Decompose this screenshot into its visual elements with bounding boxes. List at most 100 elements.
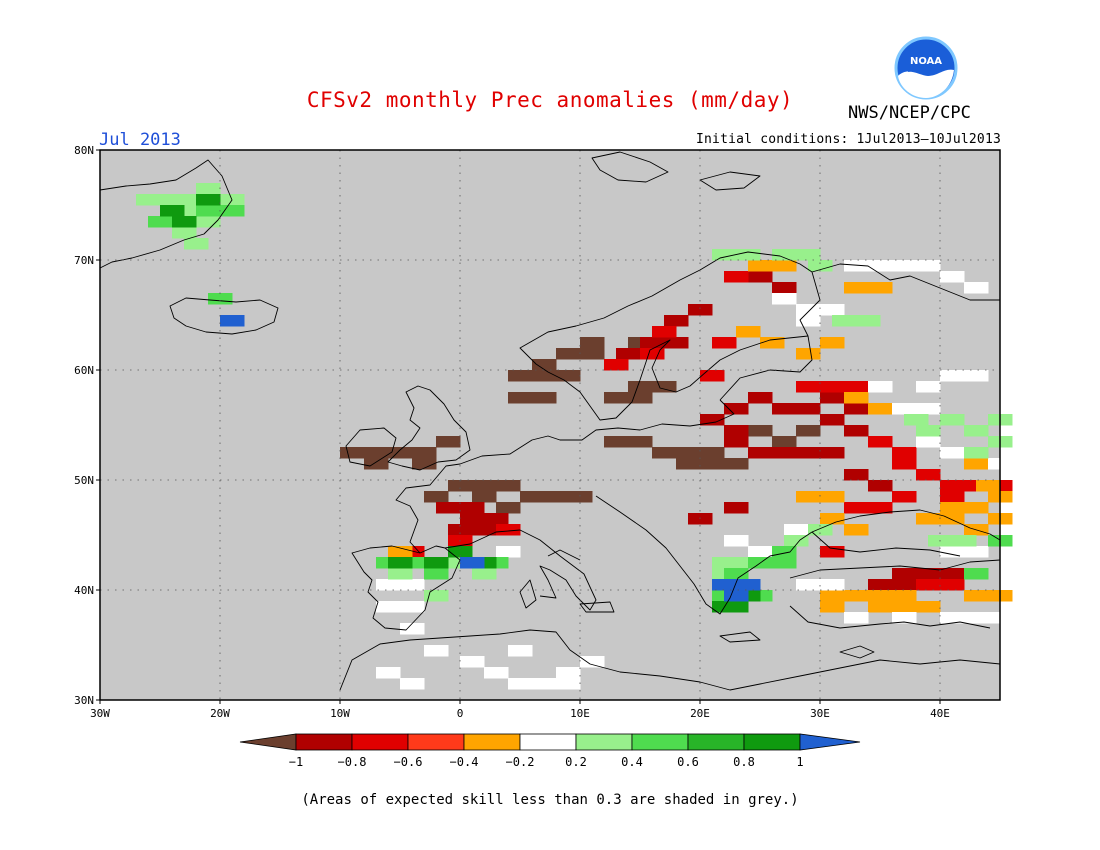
anomaly-cell bbox=[916, 469, 941, 481]
anomaly-cell bbox=[892, 612, 917, 624]
anomaly-cell bbox=[940, 502, 965, 514]
anomaly-cell bbox=[820, 601, 845, 613]
anomaly-cell bbox=[604, 392, 629, 404]
anomaly-cell bbox=[964, 447, 989, 459]
anomaly-cell bbox=[448, 480, 473, 492]
anomaly-cell bbox=[424, 568, 449, 580]
anomaly-cell bbox=[400, 623, 425, 635]
anomaly-cell bbox=[844, 524, 869, 536]
anomaly-cell bbox=[172, 216, 197, 228]
anomaly-cell bbox=[808, 260, 833, 272]
anomaly-cell bbox=[796, 425, 821, 437]
anomaly-cell bbox=[724, 568, 749, 580]
anomaly-cell bbox=[724, 502, 749, 514]
anomaly-cell bbox=[388, 557, 413, 569]
anomaly-cell bbox=[340, 447, 365, 459]
anomaly-cell bbox=[196, 216, 221, 228]
forecast-month: Jul 2013 bbox=[99, 130, 181, 150]
anomaly-cell bbox=[580, 337, 605, 349]
anomaly-cell bbox=[712, 337, 737, 349]
anomaly-cell bbox=[364, 458, 389, 470]
anomaly-cell bbox=[892, 260, 917, 272]
anomaly-cell bbox=[700, 414, 725, 426]
anomaly-cell bbox=[220, 315, 245, 327]
anomaly-cell bbox=[916, 260, 941, 272]
lon-label: 20W bbox=[210, 707, 230, 720]
lon-label: 30W bbox=[90, 707, 110, 720]
anomaly-cell bbox=[952, 535, 977, 547]
anomaly-cell bbox=[748, 271, 773, 283]
anomaly-cell bbox=[616, 348, 641, 360]
anomaly-cell bbox=[400, 678, 425, 690]
anomaly-cell bbox=[964, 282, 989, 294]
anomaly-cell bbox=[640, 337, 665, 349]
anomaly-cell bbox=[724, 271, 749, 283]
anomaly-cell bbox=[916, 436, 941, 448]
anomaly-cell bbox=[532, 678, 557, 690]
colorbar: −1 −0.8 −0.6 −0.4 −0.2 0.2 0.4 0.6 0.8 1 bbox=[239, 733, 861, 769]
anomaly-cell bbox=[796, 348, 821, 360]
anomaly-cell bbox=[772, 260, 797, 272]
anomaly-cell bbox=[844, 282, 869, 294]
colorbar-box bbox=[407, 733, 465, 751]
anomaly-cell bbox=[556, 678, 581, 690]
anomaly-cell bbox=[496, 524, 521, 536]
anomaly-cell bbox=[628, 392, 653, 404]
anomaly-cell bbox=[772, 293, 797, 305]
anomaly-cell bbox=[940, 513, 965, 525]
colorbar-box bbox=[295, 733, 353, 751]
anomaly-cell bbox=[772, 403, 797, 415]
anomaly-cell bbox=[940, 568, 965, 580]
anomaly-cell bbox=[160, 194, 185, 206]
anomaly-cell bbox=[472, 568, 497, 580]
colorbar-box bbox=[575, 733, 633, 751]
anomaly-cell bbox=[796, 249, 821, 261]
anomaly-cell bbox=[820, 304, 845, 316]
colorbar-tick-label: 0.8 bbox=[733, 755, 755, 769]
anomaly-cell bbox=[820, 513, 845, 525]
anomaly-cell bbox=[724, 403, 749, 415]
coastlines bbox=[99, 151, 1001, 691]
anomaly-cell bbox=[748, 425, 773, 437]
anomaly-cell bbox=[712, 579, 737, 591]
anomaly-cell bbox=[424, 645, 449, 657]
anomaly-cell bbox=[844, 425, 869, 437]
anomaly-cell bbox=[652, 447, 677, 459]
anomaly-cell bbox=[820, 414, 845, 426]
anomaly-cell bbox=[748, 392, 773, 404]
anomaly-cell bbox=[844, 612, 869, 624]
anomaly-cell bbox=[844, 502, 869, 514]
anomaly-cell bbox=[868, 590, 893, 602]
anomaly-cell bbox=[400, 601, 425, 613]
anomaly-cell bbox=[604, 436, 629, 448]
anomaly-cell bbox=[844, 403, 869, 415]
anomaly-cell bbox=[472, 491, 497, 503]
anomaly-cell bbox=[736, 249, 761, 261]
anomaly-cell bbox=[460, 557, 485, 569]
colorbar-tick-label: 0.2 bbox=[565, 755, 587, 769]
anomaly-cell bbox=[940, 491, 965, 503]
anomaly-cell bbox=[736, 579, 761, 591]
anomaly-cell bbox=[892, 568, 917, 580]
skill-footnote: (Areas of expected skill less than 0.3 a… bbox=[301, 792, 799, 808]
noaa-logo-text: NOAA bbox=[910, 56, 942, 67]
anomaly-cell bbox=[892, 403, 917, 415]
anomaly-cell bbox=[868, 502, 893, 514]
anomaly-cell bbox=[964, 425, 989, 437]
anomaly-cell bbox=[448, 546, 473, 558]
anomaly-cell bbox=[388, 447, 413, 459]
anomaly-cell bbox=[220, 205, 245, 217]
anomaly-cell bbox=[868, 381, 893, 393]
anomaly-cell bbox=[808, 524, 833, 536]
anomaly-cell bbox=[772, 282, 797, 294]
anomaly-cell bbox=[772, 557, 797, 569]
anomaly-cell bbox=[532, 359, 557, 371]
anomaly-cell bbox=[712, 557, 737, 569]
colorbar-tick-label: 0.4 bbox=[621, 755, 643, 769]
colorbar-tick-label: 0.6 bbox=[677, 755, 699, 769]
anomaly-cell bbox=[940, 546, 965, 558]
anomaly-cell bbox=[196, 183, 221, 195]
lon-label: 0 bbox=[457, 707, 464, 720]
chart-title: CFSv2 monthly Prec anomalies (mm/day) bbox=[306, 88, 794, 112]
anomaly-cell bbox=[436, 502, 461, 514]
